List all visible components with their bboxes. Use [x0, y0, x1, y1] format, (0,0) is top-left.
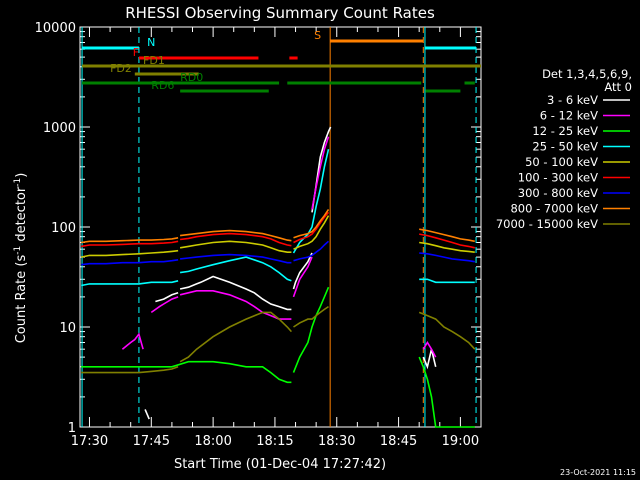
series-line [179, 240, 292, 253]
series-line [150, 296, 179, 314]
series-line [418, 356, 475, 428]
y-tick-label: 1000 [43, 121, 76, 136]
series-line [422, 340, 437, 358]
legend: Det 1,3,4,5,6,9,Att 0 3 - 6 keV 6 - 12 keV… [496, 67, 632, 231]
series-line [179, 275, 292, 311]
state-bar-label-f: F [133, 46, 139, 59]
state-bar-label-rd0: RD0 [180, 71, 203, 84]
series-line [419, 241, 475, 253]
y-axis-label: Count Rate (s-1 detector-1) [13, 173, 29, 344]
y-axis: 1 10 100 1000 10000 [35, 21, 481, 436]
series-line [293, 215, 330, 250]
state-bar-label-s: S [314, 29, 321, 42]
x-tick-label: 19:00 [442, 434, 479, 449]
series-1 [121, 136, 437, 358]
series-line [81, 240, 179, 248]
series-line [155, 292, 179, 303]
series-line [121, 332, 144, 350]
series-line [418, 311, 476, 350]
x-tick-label: 17:45 [133, 434, 170, 449]
legend-entry: 3 - 6 keV [547, 93, 598, 107]
series-line [419, 233, 475, 249]
legend-entry: 800 - 7000 keV [510, 202, 598, 216]
series-3 [81, 149, 475, 287]
series-line [422, 349, 437, 370]
x-tick-label: 18:45 [380, 434, 417, 449]
series-line [81, 366, 179, 374]
series-line [292, 149, 330, 254]
legend-entry: 50 - 100 keV [525, 155, 598, 169]
series-line [81, 280, 179, 287]
y-tick-label: 10 [59, 321, 76, 336]
legend-entry: 7000 - 15000 keV [496, 217, 598, 231]
series-line [144, 409, 150, 420]
series-line [293, 240, 330, 262]
legend-entry: 12 - 25 keV [532, 124, 598, 138]
x-tick-label: 17:30 [71, 434, 108, 449]
series-5 [81, 211, 475, 249]
series-line [180, 229, 292, 242]
y-tick-label: 100 [51, 221, 76, 236]
series-line [81, 237, 179, 244]
series-8 [81, 305, 476, 374]
state-bar-label-fd1: FD1 [143, 54, 165, 67]
series-4 [81, 215, 475, 258]
series-line [180, 253, 292, 264]
series-2 [81, 286, 475, 428]
y-tick-label: 1 [68, 421, 76, 436]
legend-entry: 100 - 300 keV [518, 171, 598, 185]
state-bar-label-rd6: RD6 [151, 79, 174, 92]
chart-title: RHESSI Observing Summary Count Rates [125, 4, 435, 22]
legend-header: Att 0 [604, 80, 632, 94]
x-axis-label: Start Time (01-Dec-04 17:27:42) [174, 457, 386, 472]
series-7 [81, 208, 475, 244]
series-line [179, 256, 292, 282]
x-tick-label: 18:00 [194, 434, 231, 449]
series-line [292, 286, 330, 373]
series-line [179, 232, 292, 247]
legend-entry: 300 - 800 keV [518, 186, 598, 200]
series-line [419, 228, 475, 243]
legend-entry: 6 - 12 keV [540, 109, 598, 123]
series-6 [81, 240, 475, 266]
y-tick-label: 10000 [35, 21, 76, 36]
series-line [292, 252, 313, 290]
series-line [179, 311, 292, 363]
series-line [81, 360, 292, 384]
series-line [293, 211, 330, 244]
series-line [419, 278, 475, 284]
series-line [311, 136, 330, 210]
series-line [179, 289, 292, 320]
x-tick-label: 18:15 [256, 434, 293, 449]
legend-header: Det 1,3,4,5,6,9, [542, 67, 632, 81]
series-line [419, 252, 475, 263]
series-line [81, 259, 179, 266]
state-bar-label-n: N [147, 36, 155, 49]
generation-timestamp: 23-Oct-2021 11:15 [560, 468, 636, 477]
count-rate-series [81, 126, 476, 428]
state-bar-label-fd2: FD2 [110, 62, 132, 75]
series-line [81, 249, 179, 258]
series-0 [144, 126, 437, 420]
x-axis: 17:30 17:45 18:00 18:15 18:30 18:45 19:00 [71, 27, 479, 449]
observing-state-bars: N S F FD1 FD2 RD0 RD6 [82, 29, 481, 93]
x-tick-label: 18:30 [318, 434, 355, 449]
series-line [292, 256, 313, 298]
legend-entry: 25 - 50 keV [532, 140, 598, 154]
series-line [293, 208, 330, 239]
attenuator-vertical-lines [81, 27, 477, 427]
series-line [293, 305, 329, 328]
